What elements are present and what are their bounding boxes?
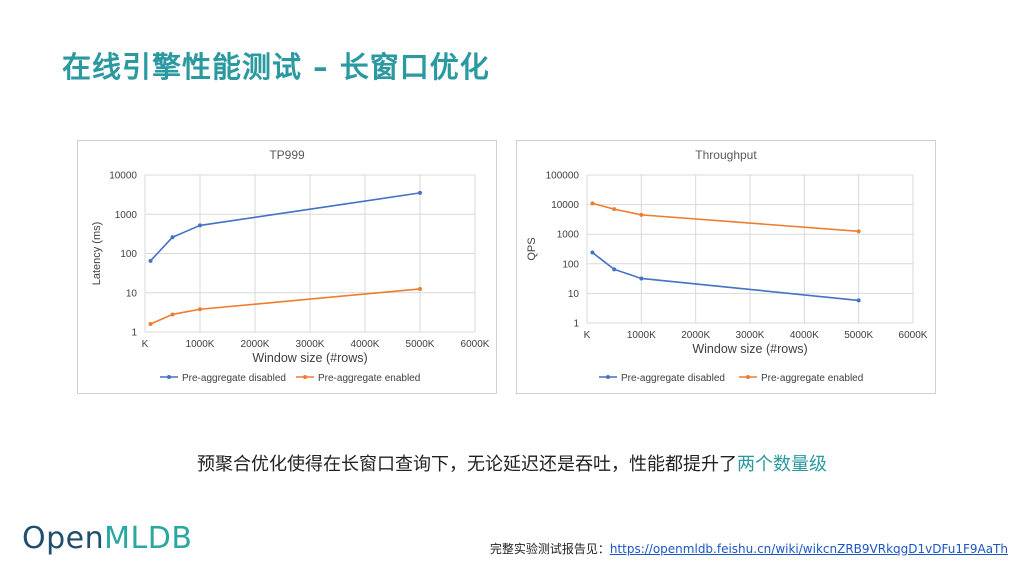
series-line-0 [149,192,421,262]
chart-title: Throughput [695,148,757,162]
series-line-0 [591,251,859,302]
logo-text: Open [22,521,105,556]
x-tick-label: 1000K [186,339,215,350]
legend-marker [606,375,610,379]
chart-tp999-svg: TP999 1 10 100 1000 10000 K 1000K 2000K 3000K 4000… [91,148,490,384]
chart-tp999: TP999 1 10 100 1000 10000 K 1000K 2000K 3000K 4000… [77,140,497,394]
report-link[interactable]: https://openmldb.feishu.cn/wiki/wikcnZRB… [609,542,1008,556]
y-tick-label: 1 [573,319,579,330]
legend-label: Pre-aggregate enabled [318,373,420,384]
x-tick-label: 4000K [351,339,380,350]
y-tick-label: 1000 [557,230,580,241]
y-axis-label: QPS [526,237,538,260]
x-tick-label: 1000K [627,330,656,341]
x-tick-label: 6000K [461,339,490,350]
x-tick-label: 2000K [241,339,270,350]
data-point [590,250,595,255]
series-line-1 [592,202,859,233]
series-line-1 [150,288,421,325]
data-point [639,276,644,281]
y-tick-label: 100000 [546,171,580,182]
x-tick-label: 3000K [736,330,765,341]
legend-marker [746,375,750,379]
data-point [590,201,595,206]
data-point [612,207,617,212]
legend-label: Pre-aggregate disabled [621,373,725,384]
x-tick-label: 5000K [406,339,435,350]
y-tick-label: 100 [120,249,137,260]
x-tick-label: 3000K [296,339,325,350]
footer-report-link: 完整实验测试报告见：https://openmldb.feishu.cn/wik… [490,540,1008,557]
data-point [170,312,175,317]
openmldb-logo: OpenMLDB [22,521,192,556]
x-tick-label: K [584,330,591,341]
x-tick-label: K [142,339,149,350]
data-point [418,190,422,195]
x-axis-label: Window size (#rows) [252,351,367,365]
footer-label: 完整实验测试报告见： [489,542,610,556]
caption-highlight: 两个数量级 [737,454,827,475]
y-tick-label: 10 [568,289,580,300]
page-title: 在线引擎性能测试 – 长窗口优化 [62,50,490,84]
legend-marker [303,375,307,379]
y-tick-label: 100 [562,259,579,270]
data-point [148,258,153,263]
data-point [612,267,617,272]
logo-accent-text: MLDB [104,521,193,556]
data-point [148,321,153,326]
x-tick-label: 2000K [681,330,710,341]
y-tick-label: 10000 [551,200,579,211]
chart-title: TP999 [269,148,305,162]
y-tick-label: 10000 [109,171,137,182]
data-point [856,298,861,303]
chart-throughput-svg: Throughput 1 10 100 1000 10000 100000 K 1000K 200… [526,148,928,384]
y-tick-label: 1 [131,328,137,339]
data-point [170,235,175,240]
caption-text: 预聚合优化使得在长窗口查询下，无论延迟还是吞吐，性能都提升了 [197,454,737,475]
legend-label: Pre-aggregate enabled [761,373,863,384]
data-point [639,212,644,217]
x-tick-label: 6000K [899,330,928,341]
slide-caption: 预聚合优化使得在长窗口查询下，无论延迟还是吞吐，性能都提升了两个数量级 [0,450,1024,476]
x-tick-label: 5000K [844,330,873,341]
x-axis-label: Window size (#rows) [692,342,807,356]
data-point [856,229,861,234]
data-point [198,307,202,312]
data-point [418,286,422,291]
y-tick-label: 10 [126,288,138,299]
legend-marker [167,375,171,379]
x-tick-label: 4000K [790,330,819,341]
data-point [198,223,202,228]
legend-label: Pre-aggregate disabled [182,373,286,384]
chart-throughput: Throughput 1 10 100 1000 10000 100000 K 1000K 200… [516,140,936,394]
y-axis-label: Latency (ms) [91,222,103,286]
y-tick-label: 1000 [115,210,138,221]
